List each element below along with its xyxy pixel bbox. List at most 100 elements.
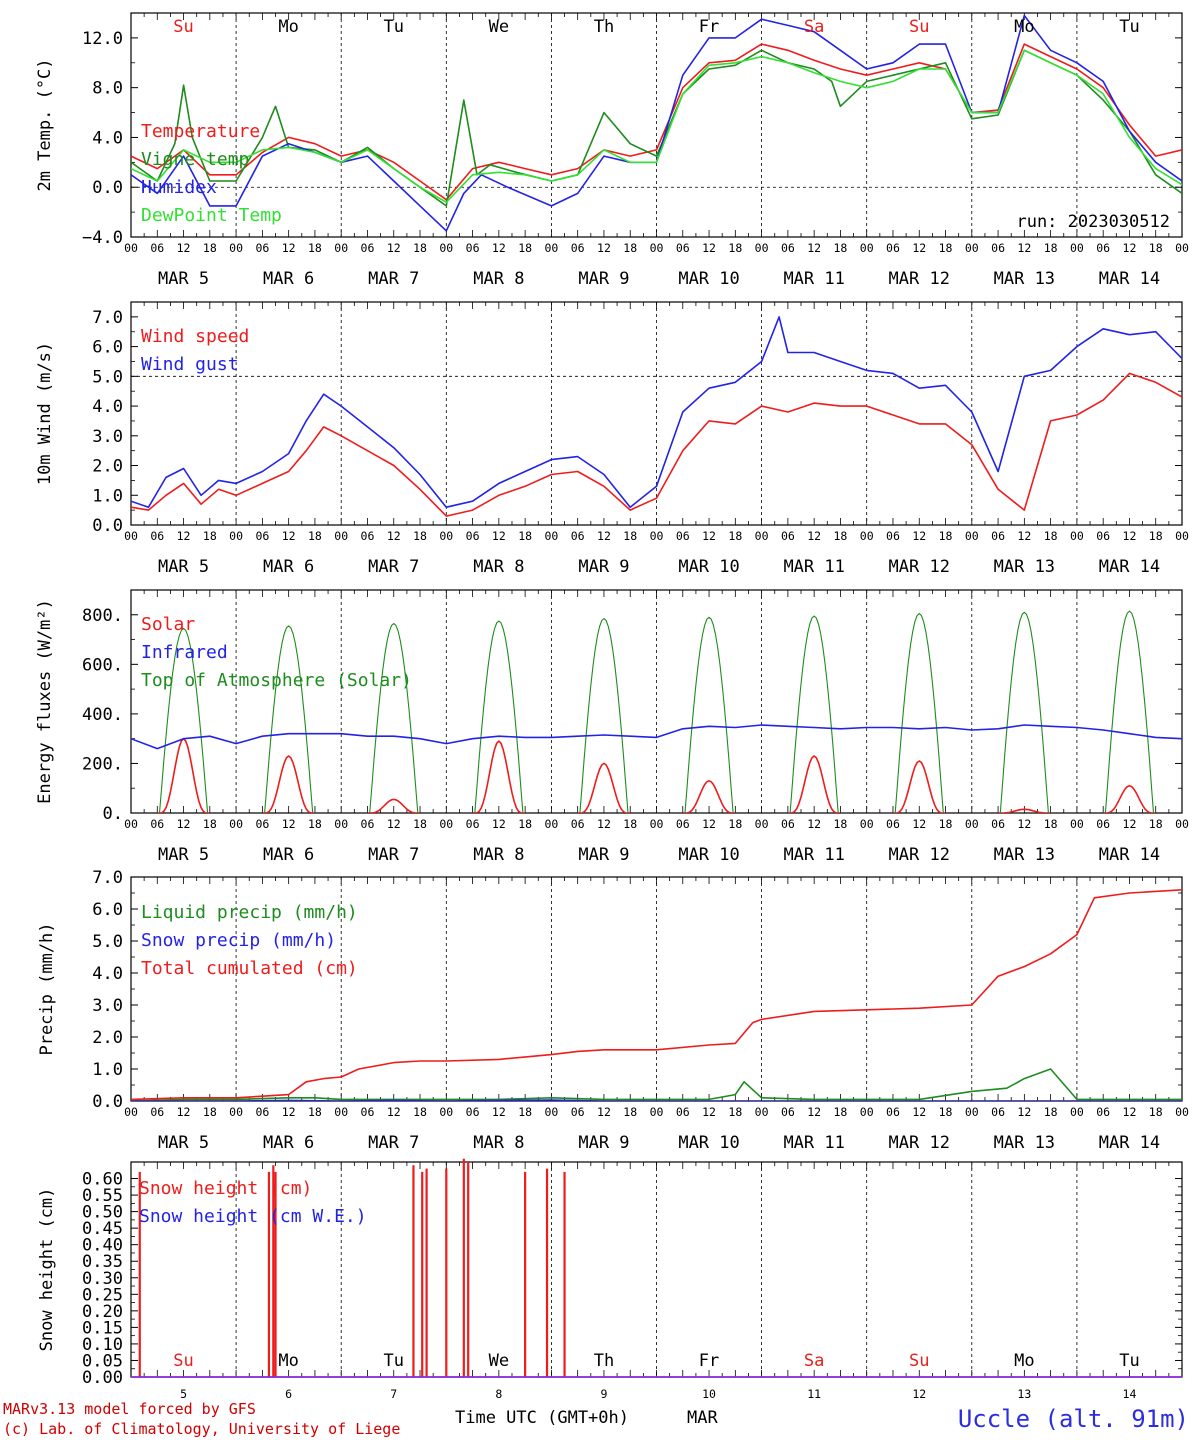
hour-tick-label: 06 (991, 817, 1005, 831)
hour-tick-label: 18 (1044, 529, 1058, 543)
date-label: MAR 6 (263, 1133, 314, 1153)
legend-entry: Humidex (141, 177, 217, 198)
hour-tick-label: 18 (413, 241, 427, 255)
hour-tick-label: 18 (623, 529, 637, 543)
date-label: MAR 5 (158, 845, 209, 865)
date-label: MAR 12 (889, 1133, 950, 1153)
hour-tick-label: 00 (755, 1105, 769, 1119)
date-label: MAR 11 (783, 557, 844, 577)
hour-tick-label: 18 (308, 241, 322, 255)
date-label: MAR 6 (263, 845, 314, 865)
date-label: MAR 8 (473, 1133, 524, 1153)
hour-tick-label: 18 (728, 1105, 742, 1119)
solar-line (262, 755, 315, 813)
hour-tick-label: 00 (229, 817, 243, 831)
y-tick-label: 4.0 (92, 964, 123, 984)
hour-tick-label: 12 (1017, 817, 1031, 831)
y-tick-label: 7.0 (92, 868, 123, 888)
hour-tick-label: 18 (413, 817, 427, 831)
hour-tick-label: 00 (229, 241, 243, 255)
hour-tick-label: 12 (282, 241, 296, 255)
y-tick-label: 6.0 (92, 900, 123, 920)
y-tick-label: 0.0 (92, 178, 123, 198)
y-tick-label: 0.0 (92, 516, 123, 536)
hour-tick-label: 00 (544, 241, 558, 255)
solar-line (893, 760, 946, 813)
hour-tick-label: 18 (413, 529, 427, 543)
weekday-label: Su (173, 1351, 193, 1371)
date-label: MAR 13 (994, 1133, 1055, 1153)
panel-frame (130, 301, 1183, 526)
hour-tick-label: 06 (676, 529, 690, 543)
day-number-label: 10 (702, 1387, 716, 1401)
panel-frame (130, 589, 1183, 814)
legend-entry: Snow height (cm) (139, 1178, 312, 1199)
hour-tick-label: 06 (781, 529, 795, 543)
solar-line (472, 740, 526, 813)
date-label: MAR 7 (368, 557, 419, 577)
weekday-label: We (489, 1351, 509, 1371)
hour-tick-label: 12 (387, 529, 401, 543)
date-label: MAR 10 (678, 269, 739, 289)
hour-tick-label: 06 (1096, 529, 1110, 543)
hour-tick-label: 06 (991, 241, 1005, 255)
hour-tick-label: 12 (282, 529, 296, 543)
hour-tick-label: 18 (1149, 241, 1163, 255)
hour-tick-label: 18 (518, 817, 532, 831)
y-tick-label: 0.45 (82, 1219, 123, 1239)
date-label: MAR 13 (994, 845, 1055, 865)
hour-tick-label: 06 (466, 1105, 480, 1119)
hour-tick-label: 18 (623, 817, 637, 831)
hour-tick-label: 06 (255, 1105, 269, 1119)
hour-tick-label: 00 (965, 817, 979, 831)
wind-speedline (131, 372, 1182, 517)
date-label: MAR 14 (1099, 269, 1160, 289)
hour-tick-label: 18 (518, 529, 532, 543)
weekday-label: Sa (804, 17, 824, 37)
hour-tick-label: 00 (439, 817, 453, 831)
hour-tick-label: 00 (860, 817, 874, 831)
hour-tick-label: 18 (939, 1105, 953, 1119)
date-label: MAR 11 (783, 269, 844, 289)
hour-tick-label: 00 (650, 241, 664, 255)
solar-line (1103, 784, 1156, 813)
y-tick-label: 0. (103, 804, 123, 824)
y-tick-label: 5.0 (92, 932, 123, 952)
hour-tick-label: 12 (282, 817, 296, 831)
y-tick-label: 2.0 (92, 1028, 123, 1048)
hour-tick-label: 18 (833, 1105, 847, 1119)
y-tick-label: 4.0 (92, 397, 123, 417)
hour-tick-label: 00 (965, 241, 979, 255)
hour-tick-label: 18 (203, 241, 217, 255)
hour-tick-label: 06 (991, 1105, 1005, 1119)
day-number-label: 7 (390, 1387, 397, 1401)
legend-entry: DewPoint Temp (141, 205, 282, 226)
toa-solar-line (893, 612, 946, 813)
date-label: MAR 9 (578, 557, 629, 577)
legend-entry: Infrared (141, 642, 228, 663)
hour-tick-label: 12 (1017, 241, 1031, 255)
legend-entry: Temperature (141, 121, 260, 142)
hour-tick-label: 00 (1070, 241, 1084, 255)
hour-tick-label: 06 (571, 817, 585, 831)
hour-tick-label: 06 (676, 817, 690, 831)
hour-tick-label: 00 (1175, 529, 1189, 543)
legend-entry: Liquid precip (mm/h) (141, 902, 358, 923)
y-axis-label: 2m Temp. (°C) (35, 58, 55, 191)
hour-tick-label: 12 (387, 1105, 401, 1119)
date-label: MAR 8 (473, 269, 524, 289)
weekday-label: Mo (1014, 1351, 1034, 1371)
date-label: MAR 10 (678, 845, 739, 865)
hour-tick-label: 06 (886, 241, 900, 255)
hour-tick-label: 00 (1070, 1105, 1084, 1119)
hour-tick-label: 06 (1096, 817, 1110, 831)
snow-precip-mm-h-line (131, 1099, 1182, 1101)
weekday-label: Tu (384, 1351, 404, 1371)
hour-tick-label: 18 (518, 241, 532, 255)
weekday-label: Tu (1119, 1351, 1139, 1371)
hour-tick-label: 06 (886, 1105, 900, 1119)
x-axis-month: MAR (687, 1408, 718, 1428)
y-tick-label: 3.0 (92, 427, 123, 447)
solar-line (998, 808, 1051, 813)
hour-tick-label: 12 (492, 241, 506, 255)
